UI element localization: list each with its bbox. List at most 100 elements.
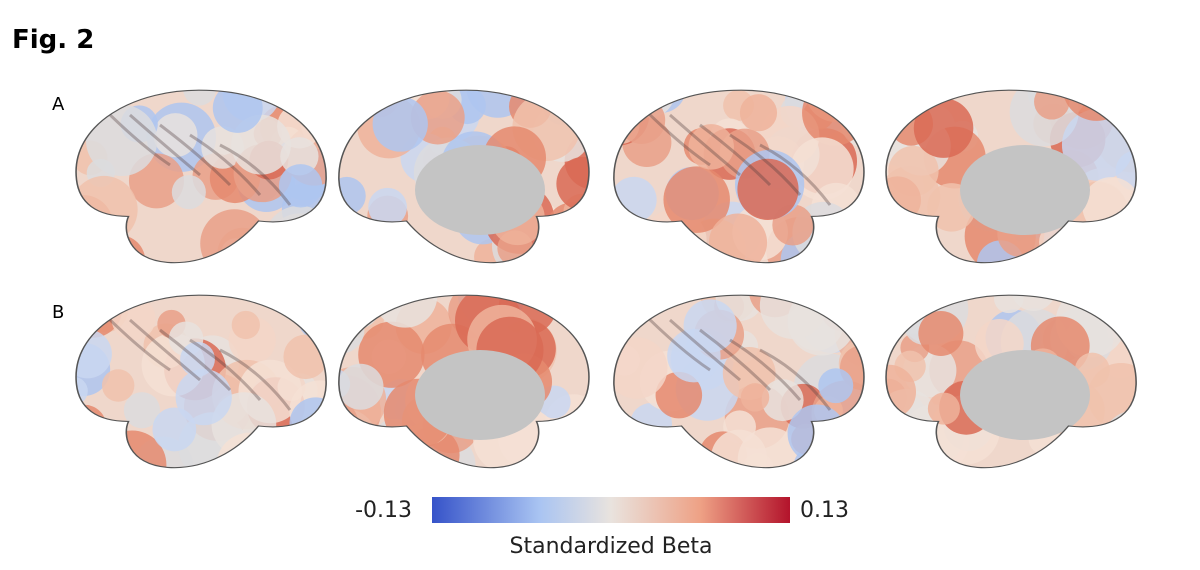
row-label: B [52,302,64,323]
parcel [663,166,730,233]
sulcus [189,133,262,196]
colorbar-title: Standardized Beta [510,534,713,559]
parcel [913,98,974,158]
parcel [886,221,904,255]
medial-wall [960,350,1090,440]
parcel [105,295,140,312]
parcel [739,94,778,132]
parcel [1106,295,1137,337]
parcel [628,90,657,107]
parcel [180,341,215,377]
parcel [683,299,737,353]
parcel [710,429,768,468]
parcel [918,310,964,356]
parcel [787,404,847,463]
medial-wall [960,145,1090,235]
medial-wall [415,145,545,235]
parcel [613,90,641,108]
parcel [615,217,656,258]
parcel [1090,430,1133,468]
parcel [740,383,770,412]
sulcus [159,328,232,392]
parcel [216,432,284,468]
outline [885,89,1137,264]
outline [613,89,865,264]
parcel [927,392,960,425]
parcel [278,164,323,208]
parcel [368,187,407,227]
parcel [553,423,589,468]
parcel [737,158,799,220]
brain [338,295,589,468]
colorbar [432,497,790,523]
parcel [76,427,132,468]
parcel [790,137,854,201]
sulcus [189,338,262,401]
parcel [1101,410,1137,468]
parcel [631,449,664,468]
parcel [655,371,703,419]
outline [338,89,590,264]
parcel [541,295,589,326]
sulcus [159,123,232,187]
sulcus [129,318,201,382]
parcel [338,295,381,330]
parcel [761,379,804,422]
parcel [896,90,928,115]
parcel [1045,443,1075,468]
parcel [842,90,864,110]
parcel [338,312,353,343]
parcel [637,90,686,113]
parcel [284,227,327,263]
parcel [613,176,657,223]
parcel [212,90,263,133]
parcel [543,295,583,318]
parcel [373,447,407,468]
parcel [545,202,589,259]
sulcus [219,348,292,411]
parcel [886,364,917,419]
parcel [372,96,428,152]
parcel [922,295,954,307]
parcel [338,305,365,354]
brain-panels [75,89,1137,469]
parcel [171,175,206,210]
outline [75,89,327,264]
parcel [886,176,921,224]
parcel [76,232,91,263]
sulcus [669,318,741,382]
parcel [111,296,156,341]
parcel [886,413,912,451]
parcel [245,232,296,263]
parcel [85,104,158,177]
parcel [759,295,828,340]
outline [885,294,1137,469]
colorbar-min: -0.13 [355,498,412,523]
parcel [1046,229,1101,263]
parcel [76,404,107,449]
parcel [76,376,88,406]
parcel [1082,177,1137,236]
brain [886,295,1137,468]
parcel [1034,90,1070,120]
colorbar-max: 0.13 [800,498,849,523]
brain [338,90,589,263]
parcel [266,213,327,263]
parcel [802,90,864,146]
brain [886,90,1137,263]
outline [338,294,590,469]
sulcus [129,113,201,177]
parcel [76,90,118,111]
parcel [556,156,589,211]
parcel [244,229,275,260]
parcel [297,295,327,342]
parcel [293,214,327,249]
parcel [76,329,112,379]
parcel [527,244,563,263]
parcel [276,295,327,326]
parcel [1062,90,1131,121]
parcel [284,90,327,116]
parcel [76,295,106,322]
parcel [993,295,1024,314]
